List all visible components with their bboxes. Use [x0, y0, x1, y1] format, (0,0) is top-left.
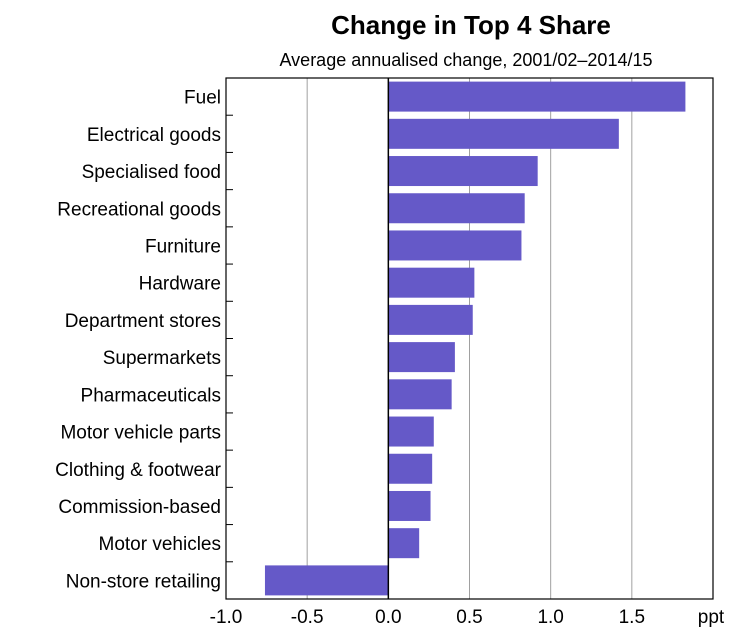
bar-10: [388, 454, 432, 484]
bar-12: [388, 528, 419, 558]
plot-area: Fuel Electrical goods Specialised food Recr…: [55, 78, 725, 628]
category-label-2: Specialised food: [82, 162, 221, 183]
x-tick-label-3: 0.5: [456, 607, 482, 628]
bar-6: [388, 305, 472, 335]
category-label-10: Clothing & footwear: [55, 460, 221, 481]
bar-2: [388, 156, 537, 186]
bar-7: [388, 342, 455, 372]
x-tick-label-5: 1.5: [619, 607, 645, 628]
x-tick-label-4: 1.0: [537, 607, 563, 628]
x-unit-label: ppt: [698, 607, 725, 628]
category-label-6: Department stores: [65, 311, 221, 332]
category-label-11: Commission-based: [58, 497, 221, 518]
category-label-9: Motor vehicle parts: [60, 423, 221, 444]
chart-subtitle: Average annualised change, 2001/02–2014/…: [280, 50, 653, 70]
category-label-3: Recreational goods: [57, 199, 221, 220]
category-label-0: Fuel: [184, 88, 221, 109]
x-tick-label-2: 0.0: [375, 607, 401, 628]
bar-3: [388, 193, 524, 223]
category-label-7: Supermarkets: [103, 348, 221, 369]
chart-title: Change in Top 4 Share: [331, 10, 611, 40]
bar-5: [388, 268, 474, 298]
bar-4: [388, 230, 521, 260]
bar-13: [265, 565, 388, 595]
x-tick-label-1: -0.5: [291, 607, 324, 628]
category-label-8: Pharmaceuticals: [81, 385, 221, 406]
category-label-1: Electrical goods: [87, 125, 221, 146]
bar-9: [388, 417, 433, 447]
bar-1: [388, 119, 619, 149]
bar-0: [388, 82, 685, 112]
category-label-12: Motor vehicles: [99, 534, 222, 555]
x-tick-label-0: -1.0: [210, 607, 243, 628]
bar-8: [388, 379, 451, 409]
category-label-5: Hardware: [139, 274, 221, 295]
bar-11: [388, 491, 430, 521]
category-label-13: Non-store retailing: [66, 571, 221, 592]
category-label-4: Furniture: [145, 236, 221, 257]
